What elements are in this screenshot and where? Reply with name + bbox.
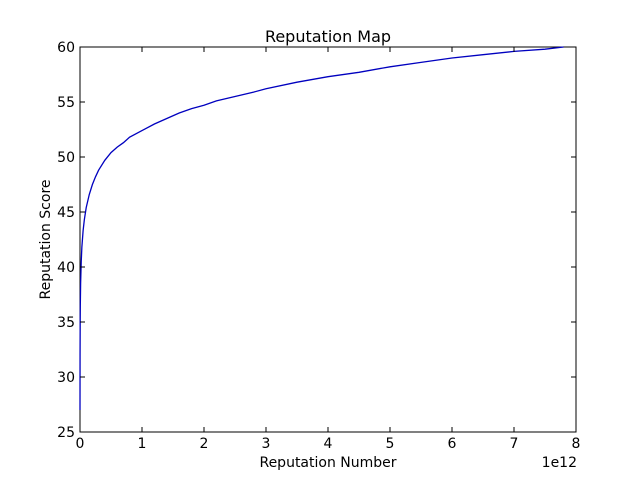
y-tick-label: 25	[57, 425, 75, 441]
y-tick-label: 50	[57, 150, 75, 166]
x-tick-label: 1	[138, 436, 147, 452]
y-axis-label: Reputation Score	[38, 179, 54, 299]
y-tick-label: 45	[57, 205, 75, 221]
x-axis-offset-label: 1e12	[542, 455, 577, 471]
y-tick-label: 30	[57, 370, 75, 386]
x-tick-label: 3	[262, 436, 271, 452]
y-tick-label: 40	[57, 260, 75, 276]
x-axis-label: Reputation Number	[259, 455, 396, 471]
y-tick-label: 35	[57, 315, 75, 331]
x-tick-label: 8	[572, 436, 581, 452]
y-tick-label: 60	[57, 40, 75, 56]
series-line	[79, 46, 564, 411]
x-tick-label: 4	[324, 436, 333, 452]
y-axis: 25 30 35 40 45 50 55 60	[57, 40, 576, 441]
x-tick-label: 0	[76, 436, 85, 452]
chart-title: Reputation Map	[265, 27, 391, 46]
x-tick-label: 7	[510, 436, 519, 452]
y-tick-label: 55	[57, 95, 75, 111]
x-tick-label: 2	[200, 436, 209, 452]
plot-area	[79, 46, 577, 433]
series-layer	[79, 46, 564, 411]
x-axis: 0 1 2 3 4 5 6 7 8	[76, 47, 581, 452]
x-tick-label: 6	[448, 436, 457, 452]
x-tick-label: 5	[386, 436, 395, 452]
